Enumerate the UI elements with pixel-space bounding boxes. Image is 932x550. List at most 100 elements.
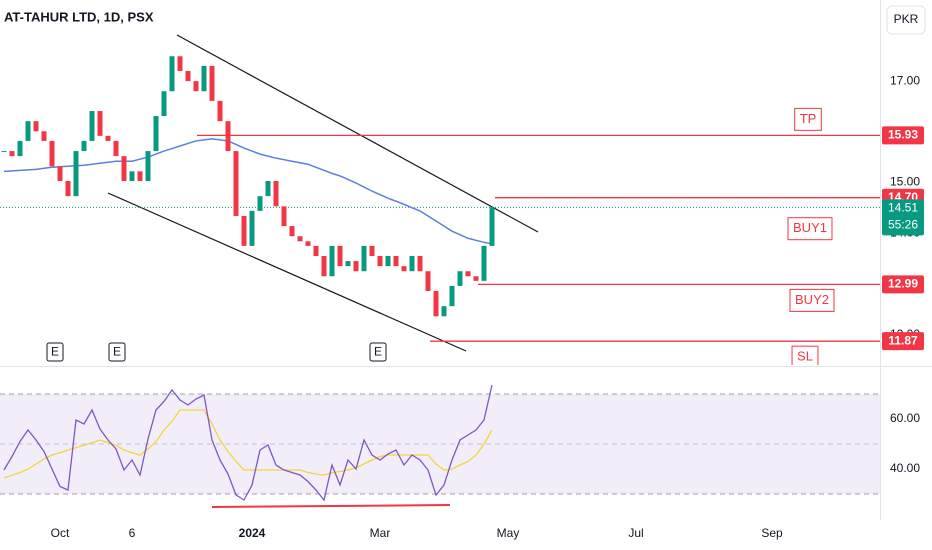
price-label: 11.87 xyxy=(888,333,918,347)
candle xyxy=(73,151,79,197)
candle xyxy=(305,241,311,246)
trend-line xyxy=(107,192,467,352)
candle xyxy=(441,306,447,317)
candle xyxy=(257,196,263,211)
last-price-bg xyxy=(882,199,924,236)
level-name-box xyxy=(787,217,833,241)
earnings-marker xyxy=(46,342,64,362)
candle xyxy=(97,111,103,136)
candle xyxy=(385,256,391,267)
candle xyxy=(481,245,487,281)
x-tick-label: Sep xyxy=(761,526,783,540)
level-name: BUY2 xyxy=(795,292,829,307)
candle xyxy=(9,151,15,157)
countdown: 55:26 xyxy=(888,218,918,232)
axes: 60.0040.0017.0015.0014.0012.00Oct62024Ma… xyxy=(51,73,924,540)
price-label-bg xyxy=(882,275,924,294)
candle xyxy=(489,207,495,246)
rsi-plot xyxy=(3,384,493,508)
candle xyxy=(249,210,255,246)
earnings-label: E xyxy=(374,345,382,359)
candle xyxy=(361,245,367,272)
last-price: 14.51 xyxy=(888,201,918,215)
candle xyxy=(369,245,375,257)
candle xyxy=(121,156,127,181)
price-label: 12.99 xyxy=(888,277,918,291)
earnings-marker xyxy=(108,342,126,362)
x-tick-label: Jul xyxy=(628,526,643,540)
candle xyxy=(281,206,287,227)
candle xyxy=(89,111,95,141)
trend-line xyxy=(176,34,539,233)
candle xyxy=(33,121,39,132)
candle xyxy=(49,140,55,167)
candle xyxy=(41,131,47,141)
candle xyxy=(337,245,343,267)
candle xyxy=(137,171,143,181)
rsi-tick-label: 40.00 xyxy=(890,461,920,475)
candle xyxy=(161,91,167,117)
candle xyxy=(401,266,407,272)
candle xyxy=(65,180,71,197)
x-tick-label: 6 xyxy=(129,526,136,540)
candle xyxy=(265,180,271,197)
candle xyxy=(425,271,431,291)
candle xyxy=(25,121,31,141)
candle xyxy=(225,121,231,152)
candle xyxy=(1,151,7,153)
candle xyxy=(233,151,239,216)
candle xyxy=(449,285,455,307)
candle xyxy=(377,256,383,267)
candle xyxy=(297,236,303,242)
candle xyxy=(129,171,135,181)
candle xyxy=(177,56,183,71)
candle xyxy=(289,226,295,237)
candle xyxy=(113,140,119,157)
candle xyxy=(329,245,335,277)
candle xyxy=(241,215,247,246)
level-name-box xyxy=(789,288,835,312)
earnings-label: E xyxy=(113,345,121,359)
candle xyxy=(153,116,159,152)
candle xyxy=(393,256,399,267)
candle xyxy=(417,256,423,272)
candle xyxy=(145,151,151,181)
x-tick-label: Oct xyxy=(51,526,70,540)
level-name-box xyxy=(791,345,819,365)
currency-button[interactable] xyxy=(886,5,926,35)
candle xyxy=(81,140,87,152)
price-label-bg xyxy=(882,332,924,351)
candle xyxy=(217,100,223,122)
rsi-tick-label: 60.00 xyxy=(890,411,920,425)
candle xyxy=(433,290,439,317)
level-name: TP xyxy=(800,111,817,126)
x-tick-label: 2024 xyxy=(239,526,266,540)
level-name: BUY1 xyxy=(793,220,827,235)
currency[interactable]: PKR xyxy=(894,12,919,26)
level-name: SL xyxy=(797,349,813,364)
candle xyxy=(465,271,471,277)
candle xyxy=(57,166,63,181)
y-tick-label: 15.00 xyxy=(890,175,920,189)
rsi-ma-line xyxy=(3,409,493,479)
candle xyxy=(353,261,359,272)
candle xyxy=(169,56,175,92)
chart-title: AT-TAHUR LTD, 1D, PSX xyxy=(4,9,154,24)
candle xyxy=(17,140,23,157)
rsi-line xyxy=(3,384,493,502)
candle xyxy=(185,70,191,82)
earnings-marker xyxy=(369,342,387,362)
x-tick-label: Mar xyxy=(370,526,391,540)
candle xyxy=(313,245,319,257)
earnings-label: E xyxy=(51,345,59,359)
candle xyxy=(345,261,351,267)
y-tick-label: 17.00 xyxy=(890,73,920,87)
moving-average xyxy=(3,138,493,245)
divergence-line xyxy=(211,504,451,508)
candle xyxy=(193,81,199,92)
candle xyxy=(209,65,215,101)
main-pane: TP BUY1 BUY2 SL E E E xyxy=(0,34,880,365)
price-label-bg xyxy=(882,126,924,145)
